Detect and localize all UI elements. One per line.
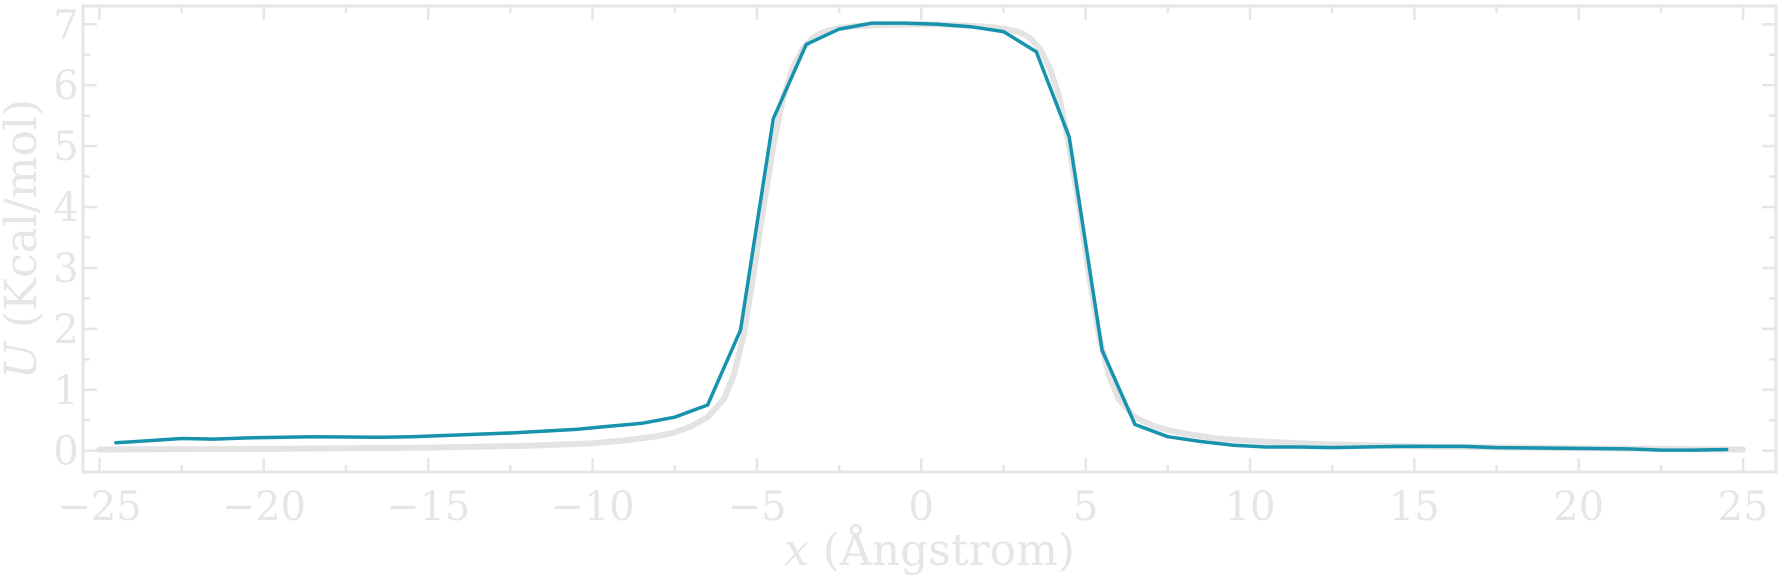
y-tick-label: 7 <box>53 2 78 48</box>
x-tick-label: 20 <box>1553 484 1604 530</box>
y-tick-label: 0 <box>53 429 78 475</box>
x-tick-label: 10 <box>1225 484 1276 530</box>
x-tick-labels: −25 −20 −15 −10 −5 0 5 10 15 20 25 <box>57 484 1768 530</box>
x-axis-label-unit: (Ångstrom) <box>809 523 1075 576</box>
y-axis-label: U (Kcal/mol) <box>0 99 47 379</box>
y-axis-label-variable: U <box>0 340 47 379</box>
x-axis-label: x (Ångstrom) <box>784 523 1075 576</box>
y-tick-label: 2 <box>53 307 78 353</box>
x-tick-label: 5 <box>1073 484 1098 530</box>
y-tick-labels: 0 1 2 3 4 5 6 7 <box>53 2 78 474</box>
plot-frame <box>81 4 1778 474</box>
x-tick-label: −5 <box>727 484 786 530</box>
x-tick-label: −25 <box>57 484 141 530</box>
y-axis-label-unit: (Kcal/mol) <box>0 99 47 342</box>
y-tick-label: 1 <box>53 368 78 414</box>
x-tick-label: 0 <box>909 484 934 530</box>
tick-marks <box>83 6 1776 472</box>
x-tick-label: 15 <box>1389 484 1440 530</box>
simulated-curve-line <box>114 21 1729 452</box>
x-tick-label: −20 <box>222 484 306 530</box>
x-tick-label: 25 <box>1718 484 1769 530</box>
reference-curve-line <box>96 21 1747 453</box>
x-tick-label: −10 <box>550 484 634 530</box>
y-tick-label: 6 <box>53 63 78 109</box>
x-axis-label-variable: x <box>784 525 809 576</box>
series-layer <box>96 21 1747 453</box>
y-tick-label: 5 <box>53 124 78 170</box>
y-tick-label: 4 <box>53 185 78 231</box>
y-tick-label: 3 <box>53 246 78 292</box>
x-tick-label: −15 <box>386 484 470 530</box>
